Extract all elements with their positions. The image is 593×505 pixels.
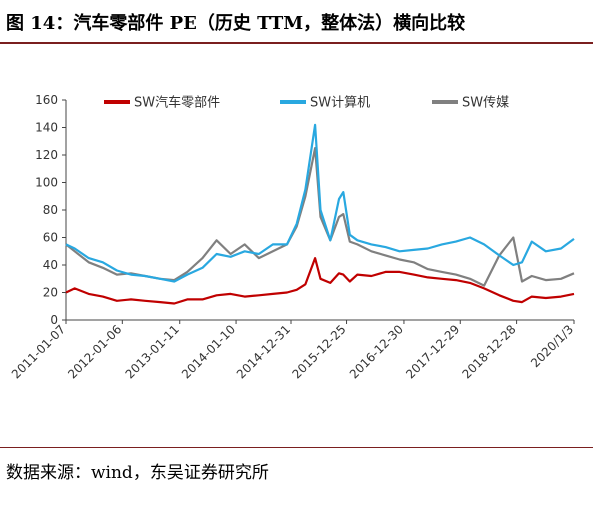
legend-label: SW计算机 [310,96,370,111]
y-tick-label: 160 [35,93,58,107]
x-tick-label: 2017-12-29 [403,322,462,381]
x-tick-label: 2013-01-11 [123,322,182,381]
y-tick-label: 0 [50,313,58,327]
x-tick-label: 2020/1/3 [528,322,576,370]
figure-title: 图 14：汽车零部件 PE（历史 TTM，整体法）横向比较 [6,13,466,34]
source-divider [0,447,593,448]
x-tick-label: 2014-01-10 [179,322,238,381]
y-tick-label: 100 [35,176,58,190]
y-tick-label: 80 [43,203,58,217]
legend-label: SW汽车零部件 [134,95,220,111]
figure-title-bar: 图 14：汽车零部件 PE（历史 TTM，整体法）横向比较 [0,0,593,44]
y-tick-label: 120 [35,148,58,162]
chart-area: 0 20 40 60 80 100 120 140 160 2011-01-07 2012-01-0… [0,44,593,444]
series-line-computer [65,123,575,283]
data-source: 数据来源：wind，东吴证券研究所 [6,463,269,483]
x-tick-label: 2012-01-06 [65,322,124,381]
y-tick-label: 60 [43,231,58,245]
x-tick-label: 2018-12-28 [459,322,518,381]
y-tick-label: 140 [35,121,58,135]
x-tick-label: 2011-01-07 [9,322,68,381]
legend-label: SW传媒 [462,96,509,111]
x-tick-label: 2015-12-25 [289,322,348,381]
y-tick-label: 40 [43,258,58,272]
series-line-media [65,147,575,287]
series-line-auto-parts [65,257,575,305]
x-tick-label: 2016-12-30 [347,322,406,381]
pe-line-chart: 0 20 40 60 80 100 120 140 160 2011-01-072012-01-0… [9,93,576,381]
y-tick-label: 20 [43,286,58,300]
x-tick-label: 2014-12-31 [234,322,293,381]
